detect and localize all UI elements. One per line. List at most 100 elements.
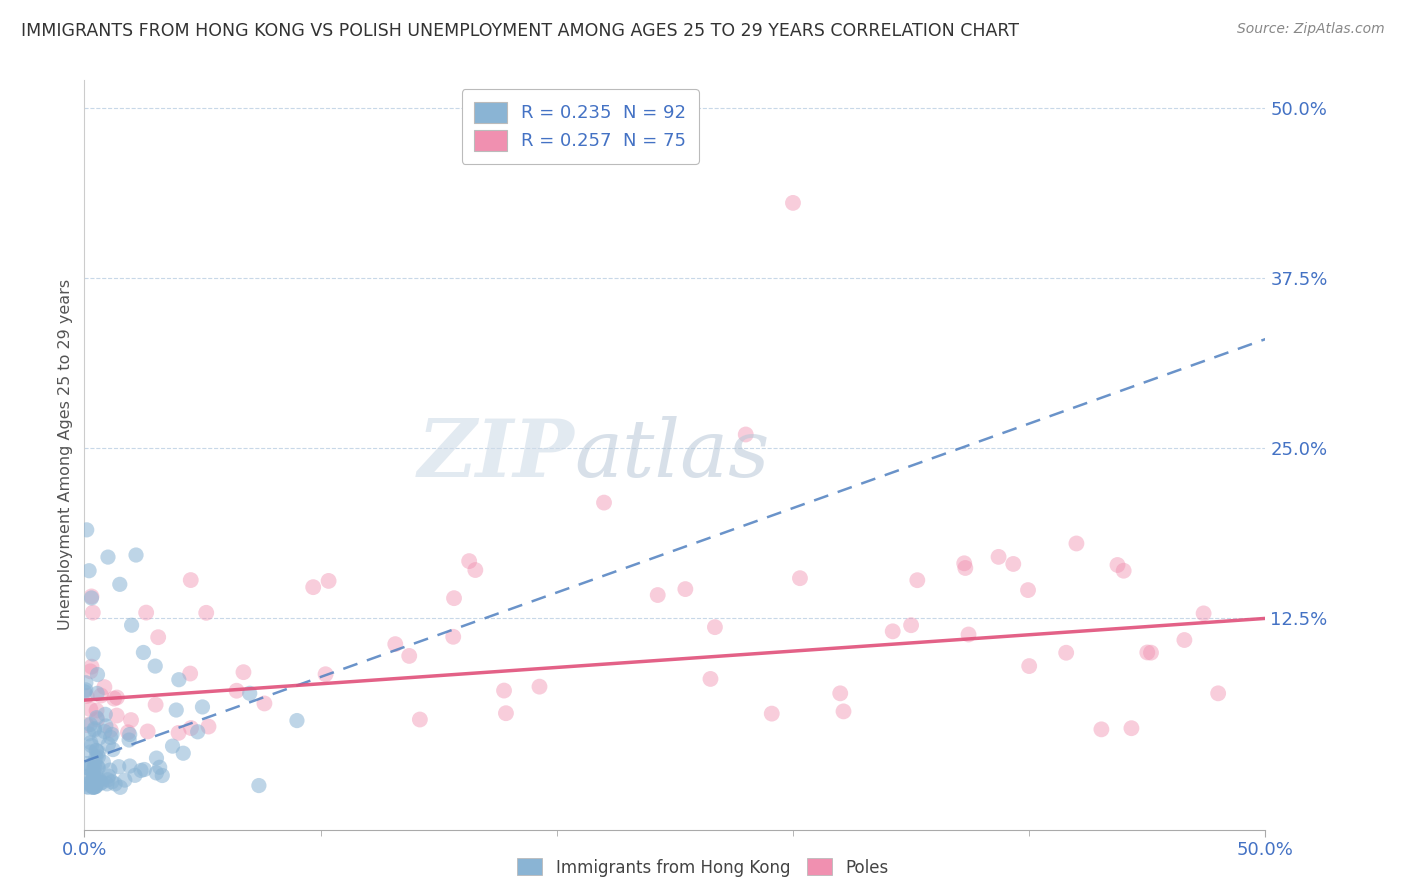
Point	[105, 708, 128, 723]
Point	[458, 554, 481, 568]
Point	[79, 761, 101, 775]
Point	[80, 591, 103, 605]
Point	[84, 780, 107, 794]
Point	[94, 707, 117, 722]
Point	[1192, 607, 1215, 621]
Point	[101, 774, 124, 789]
Point	[76, 523, 98, 537]
Point	[76, 718, 98, 732]
Point	[673, 582, 696, 596]
Point	[1121, 721, 1143, 735]
Text: ZIP: ZIP	[418, 417, 575, 493]
Point	[84, 743, 107, 757]
Point	[172, 746, 194, 760]
Point	[75, 777, 97, 791]
Point	[148, 630, 170, 644]
Point	[135, 606, 157, 620]
Point	[529, 680, 551, 694]
Point	[79, 665, 101, 679]
Point	[1206, 686, 1229, 700]
Legend: Immigrants from Hong Kong, Poles: Immigrants from Hong Kong, Poles	[510, 852, 896, 883]
Point	[492, 683, 515, 698]
Point	[441, 630, 464, 644]
Point	[134, 763, 156, 777]
Point	[443, 591, 465, 606]
Point	[100, 723, 122, 737]
Point	[90, 689, 112, 703]
Point	[107, 760, 129, 774]
Text: atlas: atlas	[575, 417, 770, 493]
Point	[82, 763, 104, 777]
Point	[118, 759, 141, 773]
Point	[90, 775, 112, 789]
Point	[1002, 557, 1025, 571]
Point	[80, 659, 103, 673]
Point	[239, 686, 262, 700]
Point	[108, 577, 131, 591]
Point	[789, 571, 811, 585]
Point	[136, 724, 159, 739]
Point	[84, 767, 107, 781]
Point	[302, 580, 325, 594]
Point	[82, 780, 104, 795]
Point	[150, 768, 173, 782]
Point	[89, 774, 111, 789]
Point	[80, 735, 103, 749]
Point	[187, 724, 209, 739]
Point	[117, 725, 139, 739]
Y-axis label: Unemployment Among Ages 25 to 29 years: Unemployment Among Ages 25 to 29 years	[58, 279, 73, 631]
Point	[830, 686, 852, 700]
Point	[101, 727, 124, 741]
Point	[900, 618, 922, 632]
Point	[398, 648, 420, 663]
Point	[77, 780, 100, 795]
Point	[77, 777, 100, 791]
Point	[110, 780, 132, 795]
Point	[132, 645, 155, 659]
Point	[86, 686, 108, 700]
Point	[80, 739, 103, 753]
Point	[93, 755, 115, 769]
Point	[105, 690, 128, 705]
Text: Source: ZipAtlas.com: Source: ZipAtlas.com	[1237, 22, 1385, 37]
Point	[77, 727, 100, 741]
Point	[1107, 558, 1129, 572]
Point	[593, 495, 616, 509]
Point	[82, 606, 104, 620]
Point	[180, 573, 202, 587]
Point	[1090, 723, 1112, 737]
Point	[82, 780, 104, 794]
Point	[97, 772, 120, 787]
Point	[73, 685, 96, 699]
Point	[703, 620, 725, 634]
Point	[180, 721, 202, 735]
Point	[1112, 564, 1135, 578]
Point	[86, 704, 108, 718]
Point	[86, 744, 108, 758]
Point	[953, 556, 976, 570]
Point	[87, 761, 110, 775]
Point	[905, 573, 928, 587]
Point	[83, 760, 105, 774]
Point	[83, 755, 105, 769]
Point	[83, 723, 105, 737]
Point	[143, 659, 166, 673]
Text: IMMIGRANTS FROM HONG KONG VS POLISH UNEMPLOYMENT AMONG AGES 25 TO 29 YEARS CORRE: IMMIGRANTS FROM HONG KONG VS POLISH UNEM…	[21, 22, 1019, 40]
Point	[79, 745, 101, 759]
Point	[86, 711, 108, 725]
Point	[253, 697, 276, 711]
Point	[761, 706, 783, 721]
Point	[1140, 646, 1163, 660]
Point	[79, 717, 101, 731]
Point	[145, 766, 167, 780]
Point	[167, 726, 190, 740]
Point	[93, 724, 115, 739]
Point	[76, 756, 98, 771]
Point	[464, 563, 486, 577]
Point	[247, 779, 270, 793]
Point	[97, 769, 120, 783]
Point	[76, 689, 98, 703]
Point	[384, 637, 406, 651]
Point	[86, 760, 108, 774]
Point	[318, 574, 340, 588]
